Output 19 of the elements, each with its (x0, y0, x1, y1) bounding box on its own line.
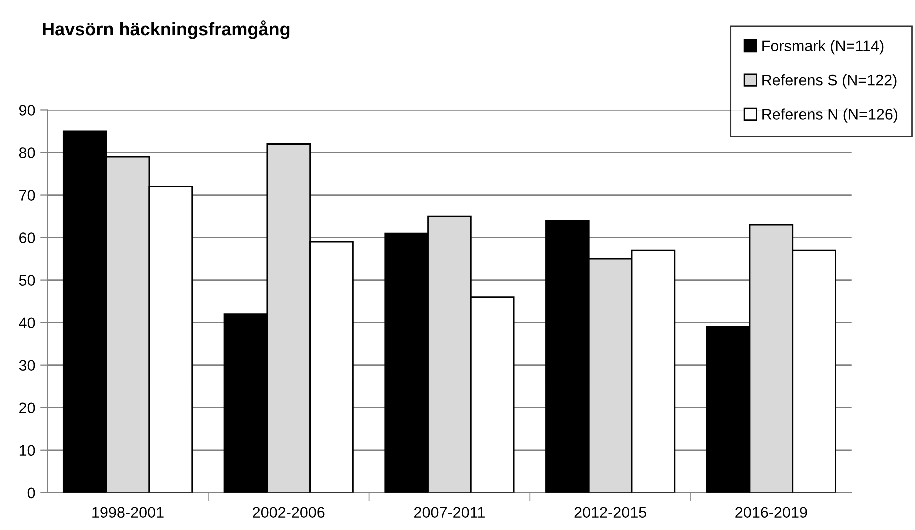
y-tick-label: 30 (19, 360, 36, 372)
y-tick-label: 0 (28, 488, 36, 499)
y-tick-label: 80 (19, 148, 36, 158)
x-tick-label: 2002-2006 (253, 507, 325, 518)
x-tick-label: 2016-2019 (736, 507, 808, 518)
y-tick-label: 20 (20, 402, 36, 414)
x-tick-label: 2012-2015 (574, 507, 646, 518)
legend-label: Referens N (N=126) (762, 108, 898, 123)
y-tick-label: 50 (19, 275, 36, 286)
y-tick-label: 90 (20, 105, 36, 116)
legend-label: Referens S (N=122) (762, 74, 897, 89)
x-tick-label: 1998-2001 (92, 507, 164, 518)
chart-title: Havsörn häckningsframgång (43, 20, 290, 40)
y-tick-label: 40 (19, 318, 36, 329)
y-tick-label: 70 (20, 190, 36, 201)
x-tick-label: 2007-2011 (414, 507, 485, 518)
y-tick-label: 10 (20, 445, 36, 456)
y-tick-label: 60 (20, 232, 36, 244)
legend-label: Forsmark (N=114) (762, 40, 884, 55)
